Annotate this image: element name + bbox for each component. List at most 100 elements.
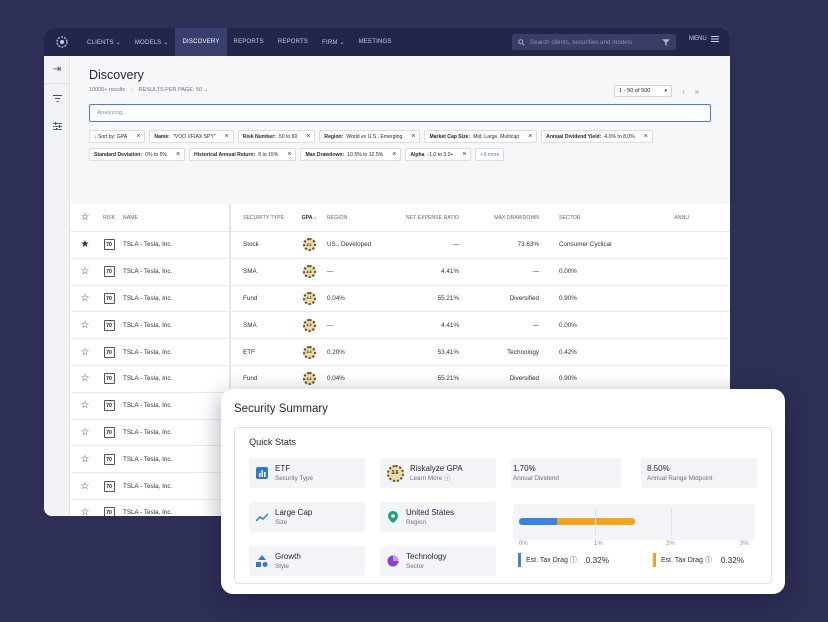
star-icon[interactable]: ☆ [80, 453, 90, 465]
filter-chip[interactable]: Name: "VOO VFIAX SPY" × [149, 130, 234, 143]
axis-tick-0: 0% [519, 541, 528, 547]
name-cell[interactable]: TSLA - Tesla, Inc. [119, 499, 231, 516]
star-header-icon[interactable]: ☆ [80, 212, 90, 223]
logo-icon[interactable] [44, 28, 80, 56]
star-icon[interactable]: ☆ [80, 400, 90, 412]
name-cell[interactable]: TSLA - Tesla, Inc. [119, 285, 231, 312]
collapse-icon[interactable]: ⇥ [44, 56, 70, 84]
chip-value: ↓ Sort by: GPA [94, 133, 128, 140]
tax-drag-label[interactable]: Est. Tax Drag ⓘ [526, 557, 577, 564]
table-row[interactable]: ★ 70 TSLA - Tesla, Inc. Stock 3.6 US., Develo… [71, 232, 730, 259]
star-icon[interactable]: ☆ [80, 426, 90, 438]
name-cell[interactable]: TSLA - Tesla, Inc. [119, 365, 231, 392]
axis-tick-1: 1% [594, 541, 603, 547]
star-icon[interactable]: ☆ [80, 266, 90, 278]
table-row[interactable]: ☆ 70 TSLA - Tesla, Inc. Fund 4.3 0.04% 55.21% D… [71, 285, 730, 313]
close-icon[interactable]: × [643, 133, 648, 140]
close-icon[interactable]: × [224, 133, 229, 140]
filter-chip[interactable]: Region: World ex U.S., Emerging × [319, 130, 421, 143]
filter-chip[interactable]: Annual Dividend Yield: 4.0% to 8.0% × [541, 130, 653, 143]
close-icon[interactable]: × [411, 133, 416, 140]
name-cell[interactable]: TSLA - Tesla, Inc. [119, 258, 231, 285]
filter-chip[interactable]: Alpha -1.0 to 3.0+ × [405, 148, 472, 161]
gpa-cell: 3.6 [293, 238, 325, 252]
name-cell[interactable]: TSLA - Tesla, Inc. [119, 473, 231, 499]
header-gpa[interactable]: GPA ↓ [301, 214, 317, 221]
gpa-badge: 4.3 [302, 291, 316, 305]
gpa-badge: 4.3 [302, 265, 316, 279]
analyze-input[interactable]: Analyzing... [89, 104, 711, 122]
filter-chip[interactable]: Historical Annual Return: 8 to 15% × [189, 148, 297, 161]
nav-meetings[interactable]: MEETINGS [358, 39, 392, 45]
page-select[interactable]: 1 - 50 of 500 ▾ [614, 85, 672, 97]
filter-chip[interactable]: Max Drawdown: 10.5% to 12.5% × [300, 148, 402, 161]
close-icon[interactable]: × [306, 133, 311, 140]
stat-sector: Technology Sector [380, 546, 496, 576]
name-cell[interactable]: TSLA - Tesla, Inc. [119, 339, 231, 365]
star-icon[interactable]: ☆ [80, 480, 90, 492]
header-sector[interactable]: SECTOR [559, 214, 581, 221]
close-icon[interactable]: × [528, 133, 533, 140]
nav-firm[interactable]: FIRM ⌄ [322, 39, 345, 46]
header-expense-ratio[interactable]: NET EXPENSE RATIO [405, 214, 459, 221]
star-icon[interactable]: ☆ [80, 373, 90, 385]
last-page-icon[interactable]: » [694, 86, 700, 96]
filter-icon[interactable] [662, 38, 670, 46]
star-icon[interactable]: ☆ [80, 346, 90, 358]
close-icon[interactable]: × [175, 151, 181, 158]
tax-drag-label[interactable]: Est. Tax Drag ⓘ [661, 557, 712, 564]
filter-chip[interactable]: ↓ Sort by: GPA × [89, 130, 146, 143]
nav-models[interactable]: MODELS ⌄ [134, 39, 169, 46]
filter-chip[interactable]: Risk Number: 50 to 60 × [237, 130, 316, 143]
header-annual[interactable]: ANNU [674, 214, 689, 221]
axis-tick-2: 2% [666, 541, 675, 547]
nav-clients[interactable]: CLIENTS ⌄ [87, 39, 121, 46]
table-row[interactable]: ☆ 70 TSLA - Tesla, Inc. SMA 4.3 — 4.41% — 0.00% [71, 258, 730, 286]
tax-drag-chart [513, 504, 755, 540]
stat-gpa[interactable]: 3.6 Riskalyze GPA Learn More ⓘ [380, 458, 496, 488]
nav-discovery[interactable]: DISCOVERY [175, 28, 227, 56]
summary-title: Security Summary [234, 403, 328, 415]
name-cell[interactable]: TSLA - Tesla, Inc. [119, 232, 231, 258]
learn-more-link[interactable]: Learn More ⓘ [410, 474, 451, 482]
filter-list-icon[interactable] [44, 84, 70, 112]
table-row[interactable]: ☆ 70 TSLA - Tesla, Inc. ETF 4.3 0.20% 53.41% Te… [71, 339, 730, 366]
risk-number: 70 [103, 346, 115, 358]
stat-size: Large Cap Size [249, 502, 365, 532]
risk-number: 70 [103, 239, 115, 251]
close-icon[interactable]: × [392, 151, 397, 158]
sliders-icon[interactable] [44, 112, 70, 140]
security-type-value: ETF [275, 463, 291, 473]
close-icon[interactable]: × [462, 151, 467, 158]
name-cell[interactable]: TSLA - Tesla, Inc. [119, 419, 231, 446]
gpa-badge: 4.3 [302, 318, 316, 332]
close-icon[interactable]: × [136, 133, 141, 140]
name-cell[interactable]: TSLA - Tesla, Inc. [119, 446, 231, 473]
menu-button[interactable]: MENU [689, 36, 719, 42]
filter-chip[interactable]: Standard Deviation: 0% to 5% × [89, 148, 186, 161]
header-name[interactable]: NAME [119, 204, 231, 231]
close-icon[interactable]: × [287, 151, 292, 158]
next-page-icon[interactable]: › [682, 86, 685, 96]
tax-drag-value: 0.32% [585, 555, 610, 565]
security-type-cell: SMA [243, 321, 257, 329]
star-icon[interactable]: ☆ [80, 292, 90, 304]
results-per-page[interactable]: RESULTS PER PAGE: 50 ⌄ [138, 87, 209, 93]
header-max-drawdown[interactable]: MAX DRAWDOWN [494, 214, 539, 221]
name-cell[interactable]: TSLA - Tesla, Inc. [119, 312, 231, 339]
filter-chip[interactable]: Market Cap Size: Mid, Large, Multicap × [424, 130, 538, 143]
search-input[interactable]: Search clients, securities and models [512, 34, 676, 50]
star-icon[interactable]: ☆ [80, 319, 90, 331]
more-filters-chip[interactable]: +3 more [475, 148, 505, 161]
star-icon[interactable]: ☆ [80, 507, 90, 516]
star-icon[interactable]: ★ [80, 239, 90, 251]
header-region[interactable]: REGION [327, 214, 348, 221]
sector-cell: Consumer Cyclical [559, 241, 612, 249]
nav-reports[interactable]: REPORTS [233, 39, 264, 45]
header-risk[interactable]: RISK [102, 214, 116, 221]
name-cell[interactable]: TSLA - Tesla, Inc. [119, 392, 231, 419]
header-security-type[interactable]: SECURITY TYPE [243, 214, 285, 221]
table-row[interactable]: ☆ 70 TSLA - Tesla, Inc. SMA 4.3 — 4.41% — 0.00% [71, 312, 730, 340]
nav-reports-2[interactable]: REPORTS [277, 39, 309, 45]
chip-value: 50 to 60 [278, 133, 298, 140]
